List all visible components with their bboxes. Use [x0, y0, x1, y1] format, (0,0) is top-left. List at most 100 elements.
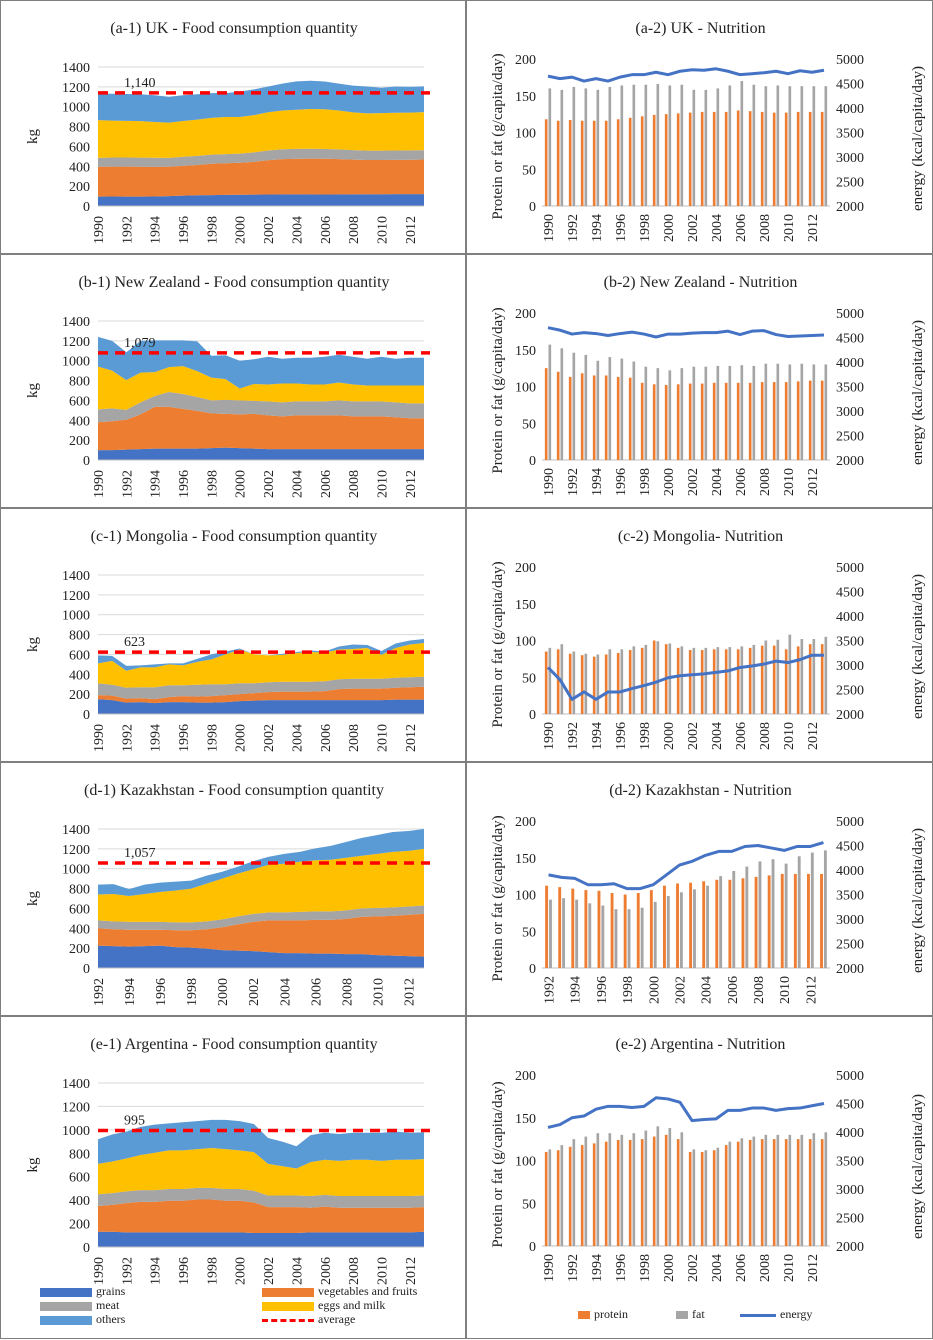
bar-fat: [784, 863, 788, 968]
bar-fat: [656, 1126, 660, 1246]
bar-protein: [628, 117, 632, 206]
y-tick-label: 400: [69, 668, 90, 683]
bar-protein: [772, 382, 776, 460]
x-tick-label: 1994: [590, 468, 605, 496]
bar-fat: [704, 366, 708, 460]
chart-title: (d-2) Kazakhstan - Nutrition: [609, 782, 792, 799]
y-tick-label: 150: [515, 852, 536, 867]
x-tick-label: 1992: [92, 978, 107, 1006]
area-grains: [98, 945, 424, 968]
area-eggs-and-milk: [98, 1148, 424, 1197]
legend-label-energy: energy: [780, 1307, 813, 1321]
bar-protein: [640, 1139, 644, 1246]
x-tick-label: 2010: [782, 722, 797, 750]
legend-item-others: others: [40, 1312, 125, 1327]
bar-protein: [597, 890, 601, 968]
bar-fat: [740, 365, 744, 460]
bar-fat: [728, 647, 732, 714]
y-tick-label: 200: [515, 561, 536, 576]
x-tick-label: 1990: [542, 1254, 557, 1282]
x-tick-label: 2010: [782, 468, 797, 496]
bar-protein: [688, 1151, 692, 1246]
x-tick-label: 1998: [638, 468, 653, 496]
y2-tick-label: 2000: [836, 200, 864, 215]
bar-fat: [549, 899, 552, 968]
bar-fat: [740, 81, 744, 206]
y2-tick-label: 2500: [836, 176, 864, 191]
bar-fat: [668, 1128, 672, 1246]
panel-6: (c-2) Mongolia- Nutrition 0 50 100 150 200 200…: [466, 508, 933, 762]
x-tick-label: 1996: [614, 722, 629, 750]
area-meat: [98, 905, 424, 931]
bar-protein: [592, 375, 596, 460]
bar-protein: [820, 1139, 824, 1246]
average-label: 1,057: [124, 846, 156, 861]
legend-swatch-grains: [40, 1287, 92, 1297]
y-axis-label: Protein or fat (g/capita/day): [490, 307, 506, 473]
y2-tick-label: 3000: [836, 405, 864, 420]
x-tick-label: 1994: [590, 214, 605, 242]
bar-fat: [764, 86, 768, 206]
panel-7: (d-1) Kazakhstan - Food consumption quan…: [0, 762, 466, 1016]
bar-protein: [760, 382, 764, 460]
area-others: [98, 639, 424, 671]
x-tick-label: 2000: [234, 216, 249, 244]
bar-fat: [572, 352, 576, 460]
area-vegetables-and-fruits: [98, 686, 424, 704]
y-tick-label: 1400: [62, 569, 90, 584]
x-tick-label: 2008: [758, 214, 773, 242]
bar-protein: [652, 1136, 656, 1246]
y-tick-label: 100: [515, 381, 536, 396]
bar-fat: [752, 1136, 756, 1246]
y-tick-label: 150: [515, 90, 536, 105]
bar-protein: [772, 1139, 776, 1246]
x-tick-label: 1992: [566, 722, 581, 750]
x-tick-label: 1998: [638, 214, 653, 242]
bar-protein: [580, 655, 584, 714]
bar-fat: [752, 365, 756, 460]
x-tick-label: 2002: [262, 470, 277, 498]
x-tick-label: 2002: [247, 978, 262, 1006]
y-tick-label: 200: [515, 1069, 536, 1084]
bar-fat: [584, 1136, 588, 1246]
average-label: 1,140: [124, 76, 156, 91]
y-axis-label: Protein or fat (g/capita/day): [490, 815, 506, 981]
y-tick-label: 150: [515, 598, 536, 613]
bar-protein: [715, 879, 719, 968]
bar-fat: [716, 88, 720, 206]
y-tick-label: 1000: [62, 1124, 90, 1139]
x-tick-label: 1998: [621, 976, 636, 1004]
bar-protein: [796, 381, 800, 460]
bar-fat: [548, 647, 552, 714]
bar-fat: [824, 636, 828, 714]
bar-protein: [724, 649, 728, 714]
y-tick-label: 0: [83, 708, 90, 723]
x-tick-label: 2000: [662, 468, 677, 496]
area-eggs-and-milk: [98, 108, 424, 158]
x-tick-label: 2002: [262, 1257, 277, 1285]
bar-fat: [640, 907, 644, 968]
chart-title: (a-2) UK - Nutrition: [635, 20, 765, 37]
bar-fat: [627, 909, 631, 968]
bar-protein: [688, 112, 692, 206]
bar-fat: [788, 634, 792, 714]
legend-item-average: average: [262, 1312, 355, 1327]
x-tick-label: 2012: [804, 976, 819, 1004]
bar-fat: [812, 364, 816, 460]
panel-9: (e-1) Argentina - Food consumption quant…: [0, 1016, 466, 1339]
x-tick-label: 1996: [177, 470, 192, 498]
x-tick-label: 2006: [734, 722, 749, 750]
bar-fat: [728, 365, 732, 460]
bar-protein: [796, 1139, 800, 1246]
bar-fat: [776, 639, 780, 714]
bar-fat: [716, 647, 720, 714]
bar-protein: [664, 1134, 668, 1246]
y-tick-label: 600: [69, 1171, 90, 1186]
x-tick-label: 2000: [662, 1254, 677, 1282]
x-tick-label: 2012: [806, 468, 821, 496]
bar-protein: [702, 881, 706, 968]
chart-svg-8: (d-2) Kazakhstan - Nutrition 0 50 100 150 200…: [490, 782, 926, 1004]
area-meat: [98, 676, 424, 700]
bar-protein: [568, 376, 572, 460]
chart-svg-2: (a-2) UK - Nutrition 0 50 100 150 200 2000 2500…: [490, 20, 926, 242]
